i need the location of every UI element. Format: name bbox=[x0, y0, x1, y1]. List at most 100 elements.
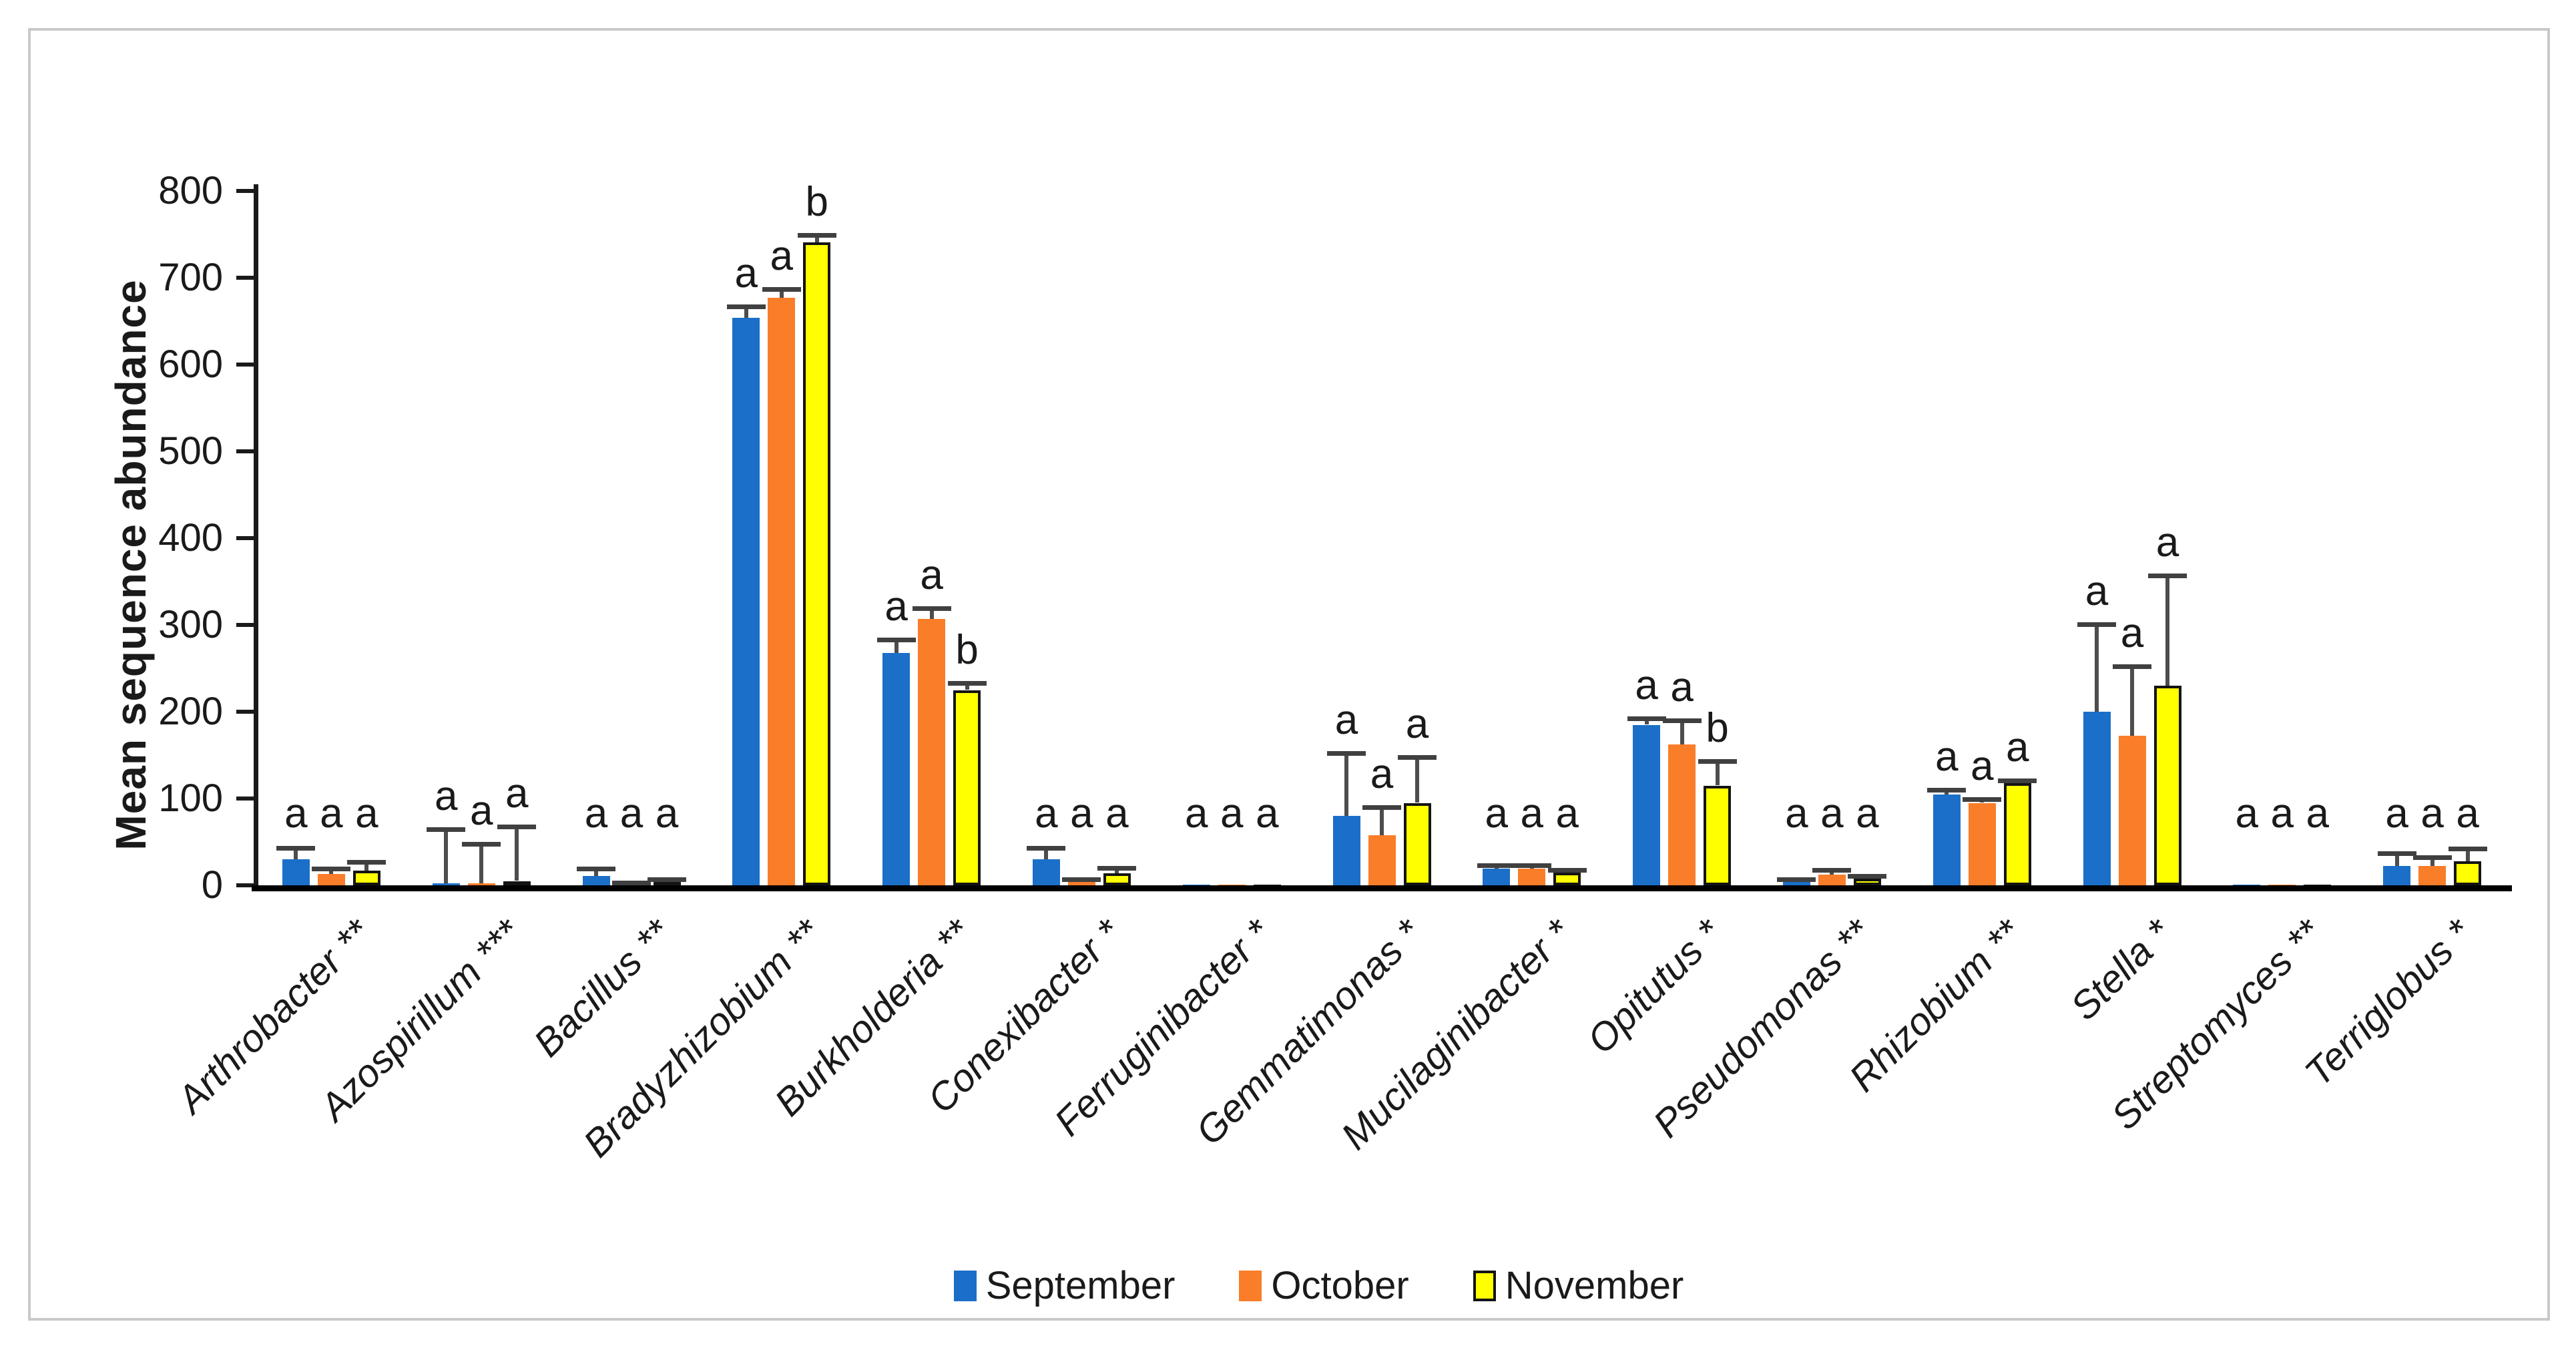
error-bar-cap bbox=[2412, 855, 2452, 861]
significance-letter: a bbox=[2085, 568, 2109, 614]
bar-september bbox=[882, 652, 911, 885]
x-axis-label-text: Opitutus * bbox=[1579, 911, 1730, 1062]
error-bar-stem bbox=[479, 843, 484, 884]
significance-letter: a bbox=[284, 790, 308, 837]
legend-item-november: November bbox=[1473, 1263, 1684, 1308]
error-bar-stem bbox=[2465, 849, 2470, 861]
error-bar-cap bbox=[1327, 751, 1366, 756]
error-bar-cap bbox=[276, 846, 316, 851]
error-bar-stem bbox=[444, 829, 449, 884]
error-bar-cap bbox=[1998, 778, 2037, 783]
y-axis-line bbox=[254, 184, 258, 891]
significance-letter: a bbox=[584, 790, 608, 837]
error-bar-cap bbox=[2148, 573, 2187, 578]
bar-september bbox=[1332, 816, 1360, 885]
significance-letter: a bbox=[1105, 790, 1129, 837]
error-bar-cap bbox=[1927, 788, 1967, 793]
legend-swatch-october bbox=[1239, 1270, 1262, 1301]
y-tick bbox=[236, 710, 255, 714]
legend: September October November bbox=[31, 1263, 2576, 1308]
bar-november bbox=[1553, 872, 1581, 885]
bar-september bbox=[732, 317, 760, 885]
error-bar-cap bbox=[1062, 877, 1101, 882]
significance-letter: a bbox=[1255, 790, 1279, 837]
error-bar-stem bbox=[1044, 848, 1049, 859]
error-bar-cap bbox=[1812, 867, 1852, 873]
bar-september bbox=[582, 875, 610, 885]
error-bar-cap bbox=[1963, 797, 2002, 803]
y-tick bbox=[236, 363, 255, 367]
error-bar-cap bbox=[648, 877, 686, 882]
bar-october bbox=[1968, 803, 1996, 885]
significance-letter: a bbox=[1670, 664, 1694, 710]
significance-letter: a bbox=[1220, 790, 1244, 837]
error-bar-cap bbox=[2077, 622, 2116, 627]
significance-letter: a bbox=[734, 250, 758, 296]
significance-letter: b bbox=[1706, 705, 1729, 752]
error-bar-stem bbox=[594, 869, 598, 876]
significance-letter: a bbox=[655, 790, 679, 837]
significance-letter: a bbox=[1070, 790, 1093, 837]
error-bar-cap bbox=[347, 859, 387, 865]
error-bar-cap bbox=[797, 233, 836, 238]
significance-letter: a bbox=[1635, 662, 1658, 709]
significance-letter: a bbox=[1035, 790, 1058, 837]
error-bar-stem bbox=[814, 235, 819, 242]
legend-item-september: September bbox=[953, 1263, 1175, 1308]
significance-letter: a bbox=[2120, 610, 2144, 657]
significance-letter: b bbox=[955, 627, 979, 674]
bar-november bbox=[1704, 785, 1732, 885]
significance-letter: a bbox=[1334, 697, 1358, 744]
bar-october bbox=[1668, 744, 1696, 885]
significance-letter: a bbox=[1485, 790, 1509, 837]
bar-october bbox=[467, 883, 495, 885]
bar-september bbox=[2383, 866, 2411, 885]
significance-letter: a bbox=[1405, 700, 1429, 747]
error-bar-cap bbox=[947, 681, 987, 686]
significance-letter: a bbox=[884, 584, 908, 630]
error-bar-stem bbox=[744, 306, 748, 318]
bar-november bbox=[1103, 873, 1131, 885]
significance-letter: a bbox=[1184, 790, 1208, 837]
significance-letter: a bbox=[619, 790, 643, 837]
significance-letter: a bbox=[469, 787, 493, 834]
error-bar-cap bbox=[577, 867, 615, 872]
bar-september bbox=[1483, 869, 1511, 885]
bar-october bbox=[317, 874, 345, 885]
significance-letter: a bbox=[1555, 790, 1579, 837]
bar-october bbox=[1368, 835, 1396, 885]
significance-letter: a bbox=[2385, 790, 2408, 837]
bar-november bbox=[2454, 861, 2482, 885]
bar-november bbox=[352, 870, 380, 885]
figure-frame: Mean sequence abundance 0 100 200 300 400 500… bbox=[28, 28, 2550, 1321]
error-bar-cap bbox=[1512, 863, 1551, 869]
legend-item-october: October bbox=[1239, 1263, 1409, 1308]
significance-letter: a bbox=[320, 790, 343, 837]
significance-letter: a bbox=[2306, 790, 2330, 837]
error-bar-cap bbox=[1097, 866, 1137, 871]
significance-letter: a bbox=[1520, 790, 1544, 837]
error-bar-stem bbox=[2095, 624, 2099, 712]
error-bar-cap bbox=[876, 638, 916, 643]
significance-letter: a bbox=[1935, 734, 1959, 780]
significance-letter: a bbox=[1970, 743, 1994, 790]
error-bar-cap bbox=[762, 286, 801, 292]
bar-september bbox=[432, 883, 460, 885]
y-tick bbox=[236, 883, 255, 887]
error-bar-cap bbox=[1027, 846, 1066, 851]
significance-letter: a bbox=[770, 232, 794, 279]
y-tick-label: 700 bbox=[158, 256, 223, 299]
error-bar-cap bbox=[2377, 851, 2416, 856]
bar-october bbox=[918, 618, 946, 885]
error-bar-stem bbox=[2394, 853, 2399, 867]
error-bar-cap bbox=[912, 606, 951, 612]
y-tick bbox=[236, 623, 255, 627]
error-bar-cap bbox=[612, 881, 651, 886]
y-tick-label: 500 bbox=[158, 429, 223, 473]
bar-october bbox=[2418, 866, 2446, 885]
significance-letter: a bbox=[2420, 790, 2444, 837]
error-bar-stem bbox=[779, 288, 784, 298]
x-axis-label-text: Bacillus ** bbox=[525, 911, 680, 1066]
error-bar-stem bbox=[515, 826, 519, 881]
error-bar-cap bbox=[427, 827, 466, 832]
